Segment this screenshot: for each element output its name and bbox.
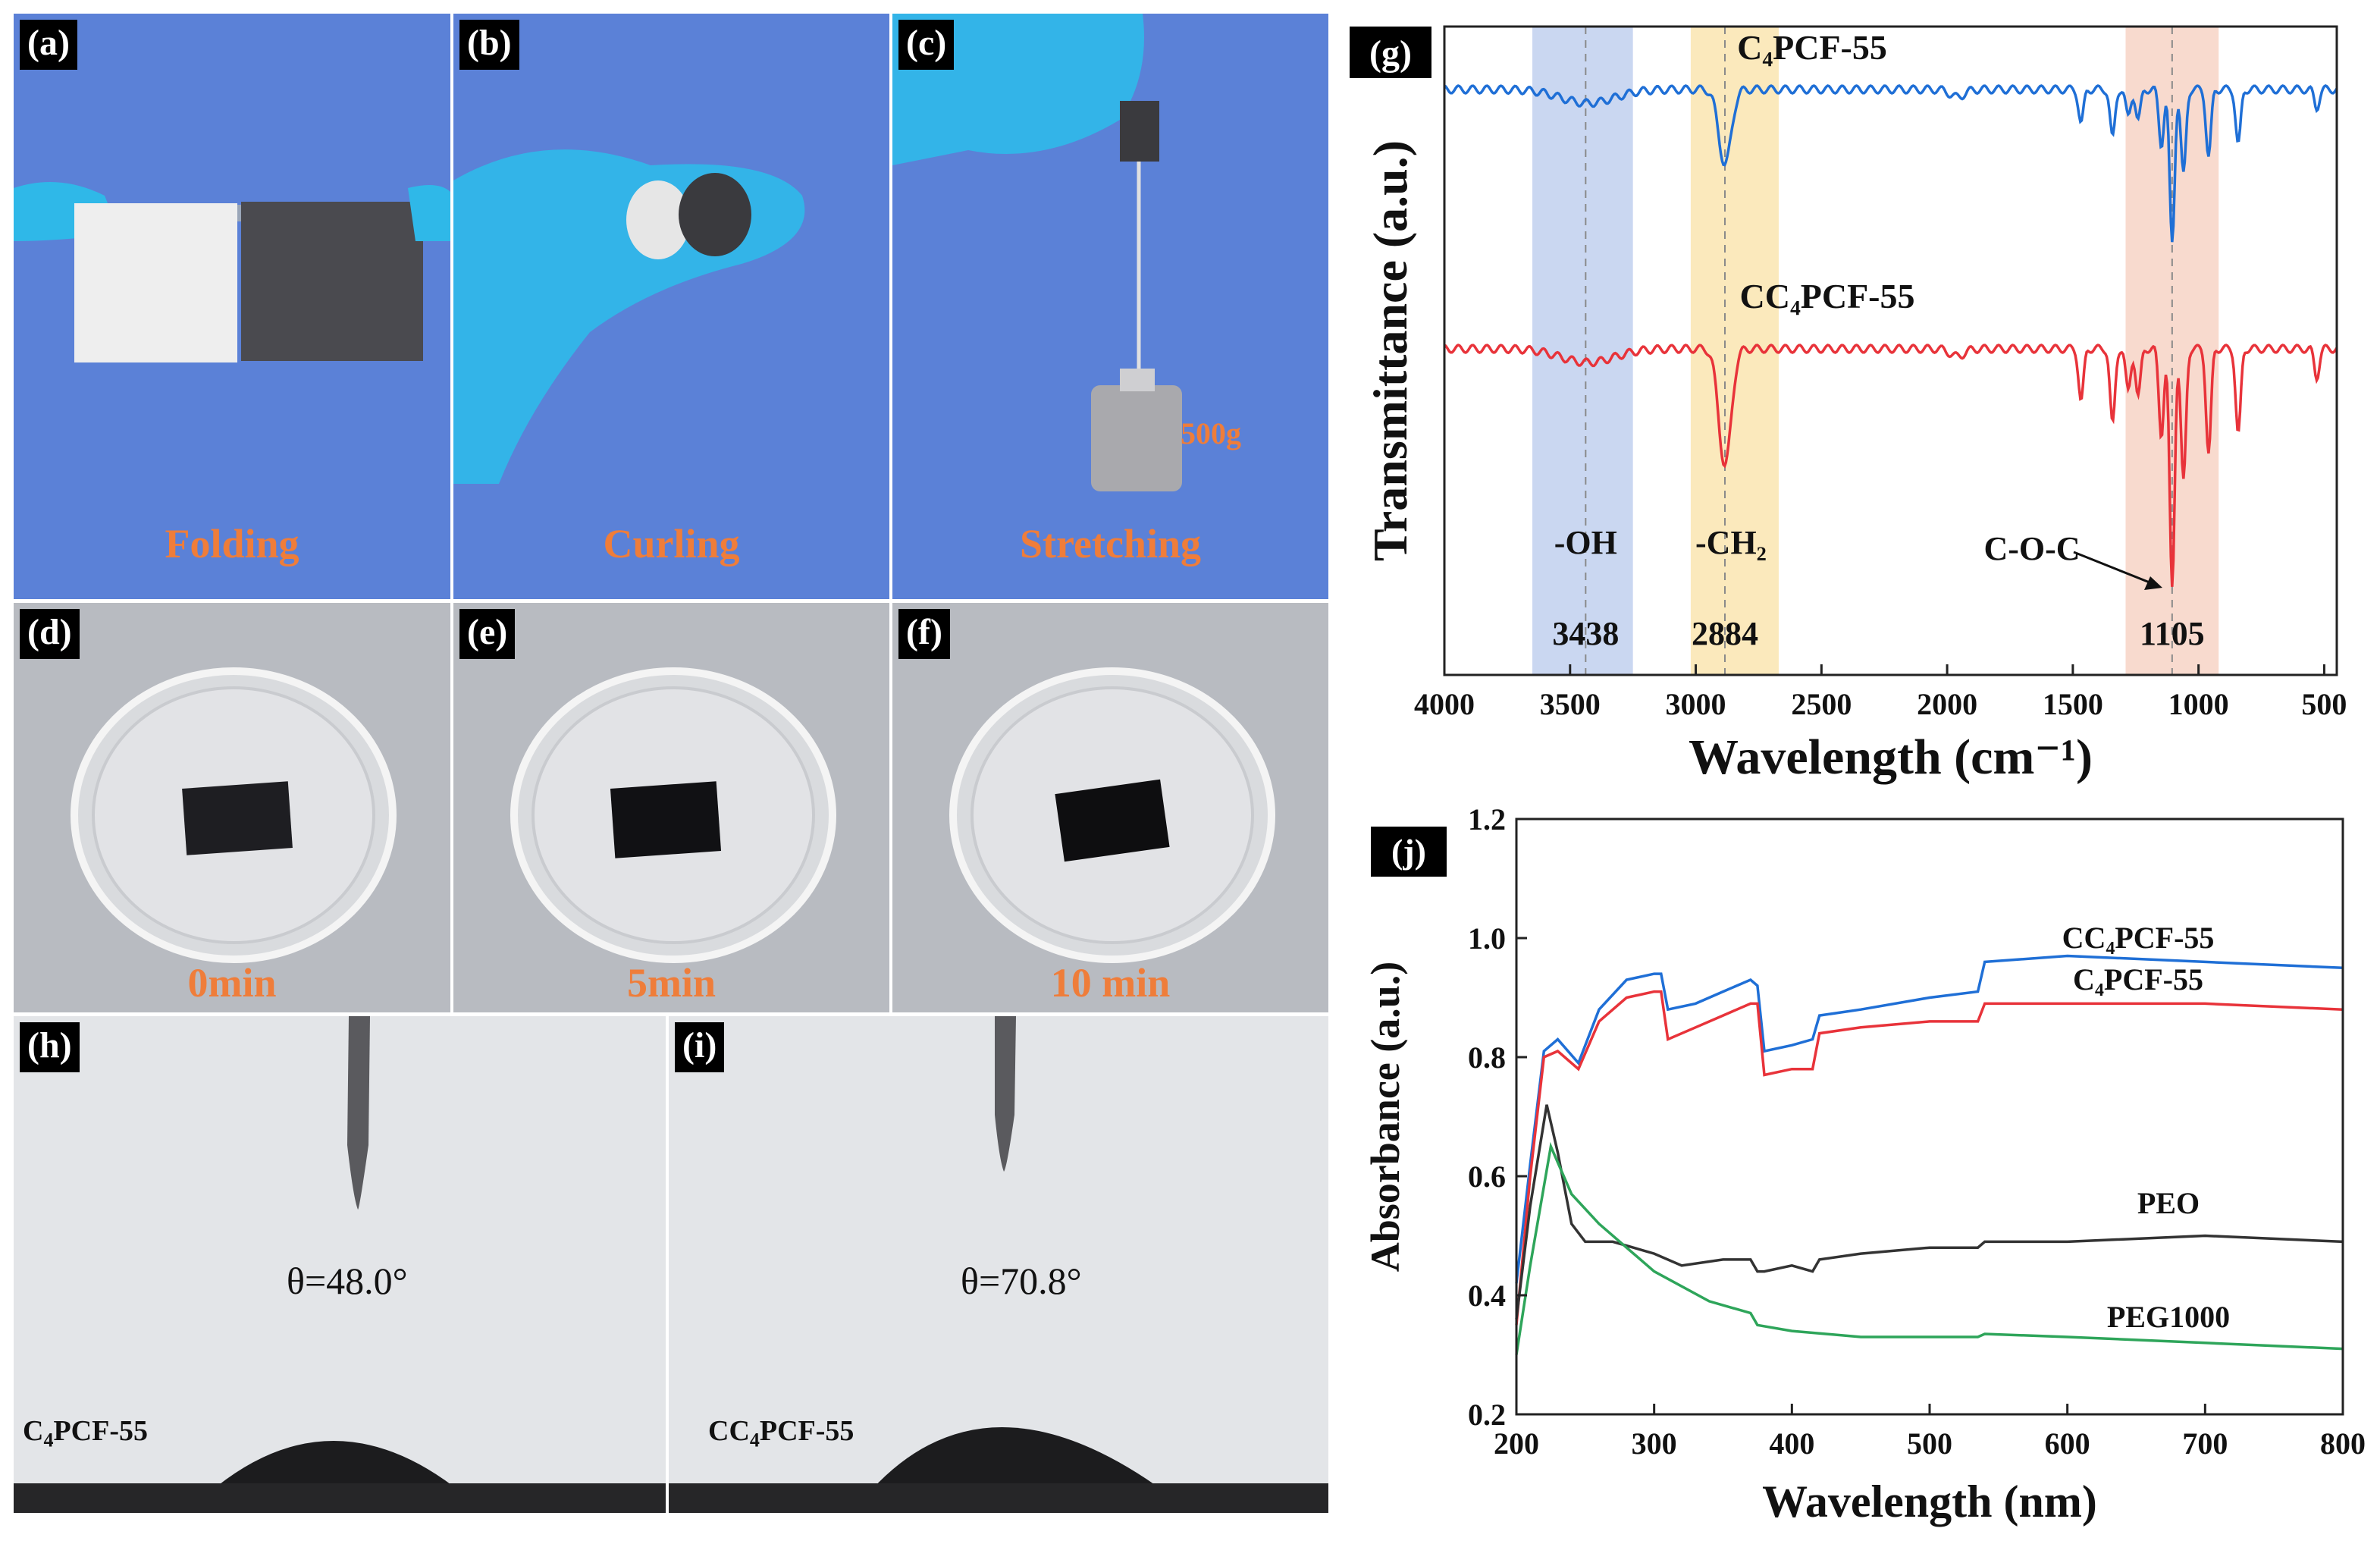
y-tick-label-j: 0.8 bbox=[1468, 1040, 1506, 1075]
photo-panel-b: (b) Curling bbox=[453, 14, 889, 599]
x-tick-label: 2000 bbox=[1917, 687, 1977, 721]
uv-series-1 bbox=[1515, 990, 2344, 1326]
x-tick-label-j: 500 bbox=[1907, 1426, 1952, 1461]
panel-label-i: (i) bbox=[675, 1022, 725, 1072]
uv-series-0 bbox=[1515, 954, 2344, 1284]
panel-label-a: (a) bbox=[20, 20, 77, 70]
sample-label-i-sub: 4 bbox=[749, 1429, 760, 1451]
panel-label-b: (b) bbox=[459, 20, 519, 70]
series-label-cc4pcf: CC₄PCF-55 bbox=[1740, 277, 1915, 315]
x-tick-label: 3500 bbox=[1540, 687, 1601, 721]
x-tick-label-j: 700 bbox=[2182, 1426, 2228, 1461]
contact-angle-h: θ=48.0° bbox=[287, 1260, 408, 1302]
panel-label-e: (e) bbox=[459, 609, 516, 659]
curling-photo bbox=[453, 14, 889, 599]
contact-angle-photo-i bbox=[669, 1016, 1328, 1513]
sample-label-i-prefix: CC bbox=[708, 1415, 750, 1447]
folding-photo bbox=[14, 14, 450, 599]
y-tick-label-j: 0.2 bbox=[1468, 1398, 1506, 1432]
sample-label-h-suffix: PCF-55 bbox=[53, 1415, 148, 1447]
band-label-ch2: -CH₂ bbox=[1695, 524, 1767, 561]
x-tick-label-j: 300 bbox=[1632, 1426, 1677, 1461]
panel-label-g: (g) bbox=[1369, 33, 1412, 74]
band-value-2: 1105 bbox=[2140, 615, 2205, 652]
band-label-oh: -OH bbox=[1554, 524, 1617, 561]
uv-series-label-1: C₄PCF-55 bbox=[2073, 962, 2203, 996]
dish-photo-5min bbox=[453, 603, 889, 1012]
sample-label-h: C4PCF-55 bbox=[23, 1414, 148, 1452]
band-value-1: 2884 bbox=[1692, 615, 1758, 652]
x-tick-label-j: 600 bbox=[2045, 1426, 2090, 1461]
ftir-series-0 bbox=[1444, 84, 2338, 243]
sample-label-h-prefix: C bbox=[23, 1415, 44, 1447]
x-tick-label: 500 bbox=[2301, 687, 2347, 721]
x-tick-label-j: 400 bbox=[1769, 1426, 1814, 1461]
panel-label-c: (c) bbox=[898, 20, 955, 70]
uv-series-label-2: PEO bbox=[2137, 1186, 2200, 1220]
sample-label-h-sub: 4 bbox=[43, 1429, 54, 1451]
caption-curling: Curling bbox=[603, 521, 740, 566]
uv-vis-chart: CC₄PCF-55 C₄PCF-55 PEO PEG1000 200 300 400 500 6… bbox=[1362, 804, 2366, 1527]
ftir-chart: 3438 2884 1105 -OH -CH₂ C-O-C C₄PCF-55 CC₄PCF-5… bbox=[1350, 25, 2347, 785]
caption-0min: 0min bbox=[187, 960, 277, 1006]
x-axis-title: Wavelength (cm⁻¹) bbox=[1689, 730, 2093, 785]
dish-photo-0min bbox=[14, 603, 450, 1012]
caption-stretching: Stretching bbox=[1020, 521, 1201, 566]
contact-angle-i: θ=70.8° bbox=[961, 1260, 1082, 1302]
panel-tag-bg bbox=[1350, 27, 1431, 78]
panel-label-h: (h) bbox=[20, 1022, 80, 1072]
x-tick-label: 3000 bbox=[1666, 687, 1726, 721]
y-tick-label-j: 1.2 bbox=[1468, 804, 1506, 836]
x-tick-label-j: 800 bbox=[2320, 1426, 2366, 1461]
stretching-photo bbox=[892, 14, 1328, 599]
panel-label-d: (d) bbox=[20, 609, 80, 659]
photo-panel-h: (h) θ=48.0° C4PCF-55 bbox=[14, 1016, 666, 1513]
coc-arrowhead bbox=[2144, 576, 2162, 590]
y-tick-label-j: 0.6 bbox=[1468, 1160, 1506, 1194]
sample-label-i: CC4PCF-55 bbox=[708, 1414, 854, 1452]
caption-10min: 10 min bbox=[1050, 960, 1171, 1006]
y-tick-label-j: 0.4 bbox=[1468, 1279, 1506, 1313]
uv-series-label-0: CC₄PCF-55 bbox=[2062, 921, 2215, 955]
coc-arrow bbox=[2073, 551, 2154, 585]
photo-panel-e: (e) 5min bbox=[453, 603, 889, 1012]
caption-folding: Folding bbox=[165, 521, 299, 566]
caption-5min: 5min bbox=[626, 960, 717, 1006]
ftir-series-1 bbox=[1444, 344, 2338, 587]
y-axis-title: Transmittance (a.u.) bbox=[1363, 140, 1417, 561]
weight-label: 500g bbox=[1181, 416, 1241, 450]
x-tick-label: 2500 bbox=[1791, 687, 1852, 721]
uv-series-label-3: PEG1000 bbox=[2107, 1300, 2230, 1334]
plot-frame bbox=[1443, 25, 2338, 676]
panel-label-j: (j) bbox=[1391, 832, 1426, 871]
uv-series-2 bbox=[1515, 1104, 2344, 1320]
panel-label-f: (f) bbox=[898, 609, 950, 659]
panel-tag-bg-j bbox=[1371, 827, 1447, 877]
photo-panel-d: (d) 0min bbox=[14, 603, 450, 1012]
x-tick-label-j: 200 bbox=[1494, 1426, 1539, 1461]
uv-series-3 bbox=[1515, 1141, 2344, 1355]
dish-photo-10min bbox=[892, 603, 1328, 1012]
band-0 bbox=[1532, 27, 1633, 675]
x-tick-label: 1000 bbox=[2168, 687, 2229, 721]
sample-label-i-suffix: PCF-55 bbox=[759, 1415, 854, 1447]
x-axis-title-j: Wavelength (nm) bbox=[1762, 1477, 2097, 1527]
x-tick-label: 4000 bbox=[1414, 687, 1475, 721]
x-tick-label: 1500 bbox=[2043, 687, 2103, 721]
band-value-0: 3438 bbox=[1552, 615, 1619, 652]
series-label-c4pcf: C₄PCF-55 bbox=[1737, 28, 1887, 67]
photo-panel-a: (a) Folding bbox=[14, 14, 450, 599]
photo-panel-f: (f) 10 min bbox=[892, 603, 1328, 1012]
y-tick-label-j: 1.0 bbox=[1468, 921, 1506, 956]
y-axis-title-j: Absorbance (a.u.) bbox=[1362, 962, 1408, 1273]
photo-panel-c: (c) 500g Stretching bbox=[892, 14, 1328, 599]
photo-panel-i: (i) θ=70.8° CC4PCF-55 bbox=[669, 1016, 1328, 1513]
band-label-coc: C-O-C bbox=[1983, 530, 2080, 567]
contact-angle-photo-h bbox=[14, 1016, 666, 1513]
